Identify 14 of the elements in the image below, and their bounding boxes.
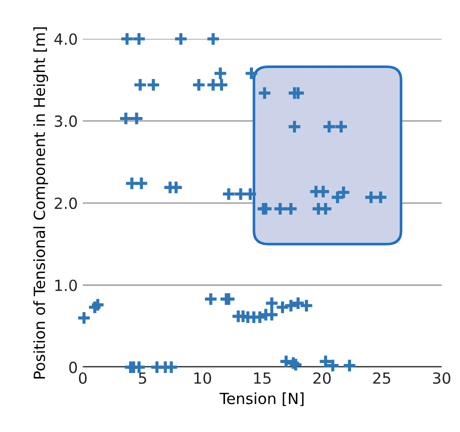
x-tick-label: 25: [373, 372, 390, 384]
y-axis-title: Position of Tensional Component in Height [m]: [33, 27, 48, 379]
x-axis-title: Tension [N]: [220, 392, 304, 406]
x-tick-label: 0: [78, 372, 87, 384]
y-tick-label: 3.0: [54, 115, 77, 127]
y-tick-label: 4.0: [54, 33, 77, 45]
x-tick-label: 30: [433, 372, 450, 384]
x-tick-label: 15: [254, 372, 271, 384]
x-tick-label: 10: [194, 372, 212, 384]
y-tick-label: 1.0: [55, 280, 77, 292]
x-tick-label: 5: [138, 372, 146, 384]
y-tick-label: 0: [69, 362, 77, 374]
x-tick-label: 20: [313, 372, 331, 384]
y-tick-label: 2.0: [54, 198, 77, 210]
